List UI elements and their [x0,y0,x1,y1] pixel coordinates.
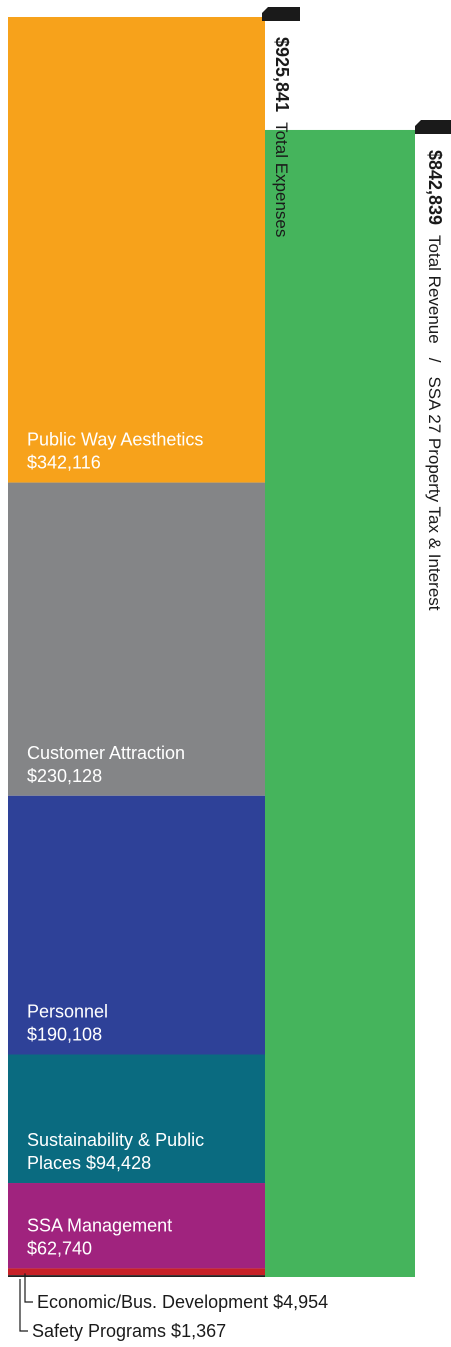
revenue-bar-group [265,129,415,1278]
revenue-total-flag [415,119,451,134]
expense-bar-safety-programs [8,1275,265,1277]
segment-label-public-way-aesthetics-name: Public Way Aesthetics [27,430,203,450]
small-label-economic-bus-development: Economic/Bus. Development $4,954 [37,1292,328,1312]
segment-label-customer-attraction-name: Customer Attraction [27,743,185,763]
segment-label-personnel-amount: $190,108 [27,1025,102,1045]
segment-label-sustainability-public-places-amount: Places $94,428 [27,1153,151,1173]
revenue-total-label-part-1: Total Revenue [425,235,444,344]
segment-label-ssa-management-name: SSA Management [27,1215,172,1235]
small-label-safety-programs: Safety Programs $1,367 [32,1321,226,1341]
expense-bars [8,17,265,1277]
expense-bar-ssa-management [8,1183,265,1269]
small-segment-labels: Economic/Bus. Development $4,954 Safety P… [19,1273,328,1341]
revenue-bar [265,129,415,1278]
segment-label-public-way-aesthetics-amount: $342,116 [27,453,101,473]
revenue-total-label-part-0: $842,839 [425,150,445,225]
segment-label-personnel-name: Personnel [27,1002,108,1022]
revenue-total-label: $842,839 Total Revenue / SSA 27 Property Ta… [425,150,445,611]
expense-bar-economic-bus-development [8,1268,265,1276]
expense-bar-sustainability-public-places [8,1054,265,1184]
expense-bar-personnel [8,795,265,1055]
vertical-total-labels: $925,841 Total Expenses $842,839 Total Reve… [262,7,451,611]
connector-economic-bus-development [24,1273,33,1303]
segment-label-ssa-management-amount: $62,740 [27,1238,92,1258]
revenue-total-label-part-2: / [425,358,444,363]
revenue-total-label-part-3: SSA 27 Property Tax & Interest [425,376,444,610]
expenses-total-label: $925,841 Total Expenses [272,37,292,237]
expenses-total-label-part-0: $925,841 [272,37,292,112]
expenses-total-label-part-1: Total Expenses [272,122,291,237]
expense-bar-public-way-aesthetics [8,17,265,483]
segment-labels: Public Way Aesthetics $342,116 Customer At… [27,430,204,1259]
segment-label-customer-attraction-amount: $230,128 [27,766,102,786]
connector-safety-programs [19,1279,28,1332]
expenses-total-flag [262,7,300,21]
expense-bar-customer-attraction [8,482,265,796]
segment-label-sustainability-public-places-name: Sustainability & Public [27,1130,204,1150]
